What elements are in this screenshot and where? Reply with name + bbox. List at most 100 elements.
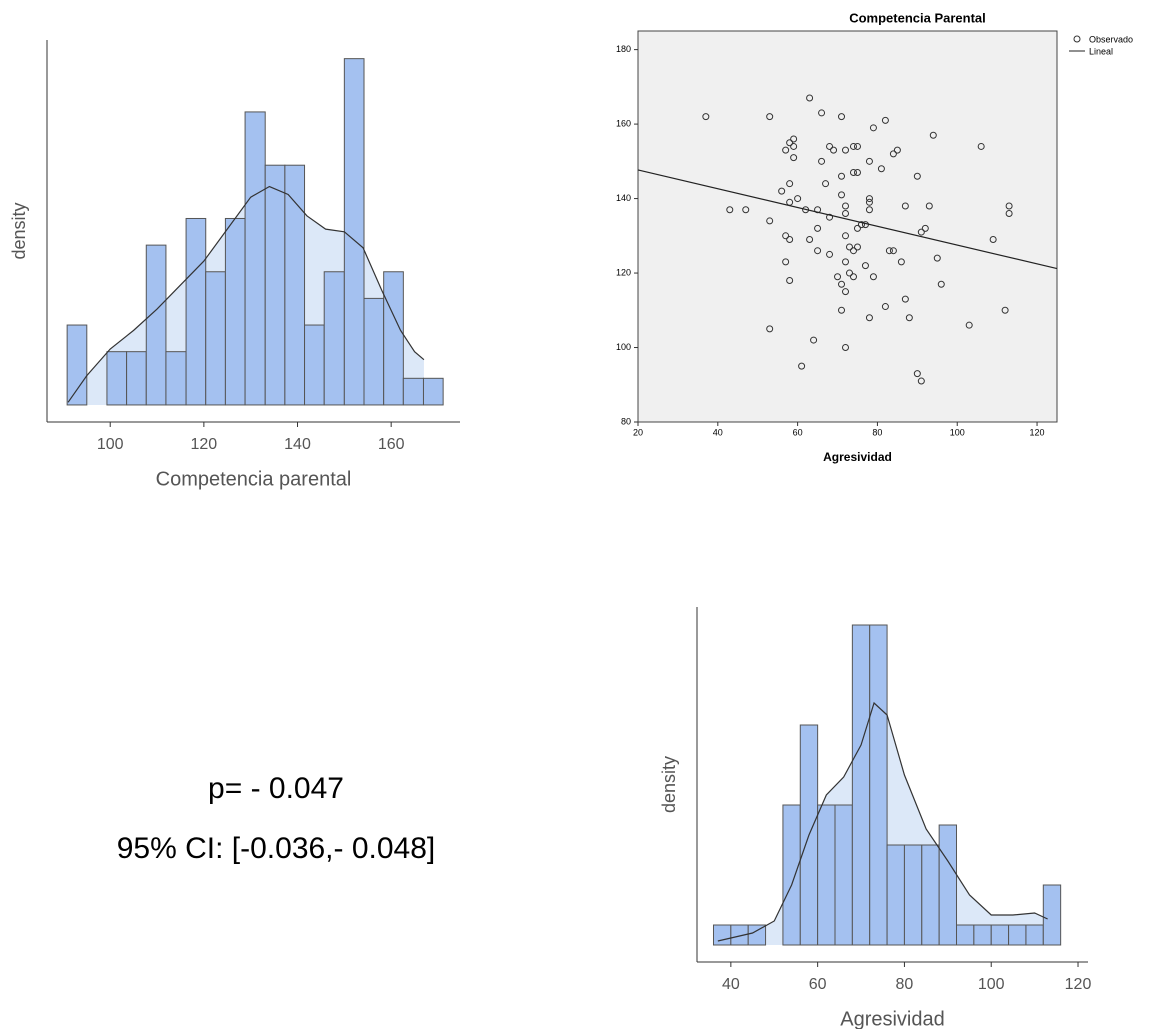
data-point xyxy=(853,243,861,251)
data-point xyxy=(810,336,818,344)
data-point xyxy=(853,169,861,177)
data-point xyxy=(766,325,774,333)
data-point xyxy=(965,321,973,329)
data-point xyxy=(869,273,877,281)
data-point xyxy=(921,224,929,232)
bar xyxy=(956,924,975,946)
data-point xyxy=(889,150,897,158)
data-point xyxy=(786,236,794,244)
data-point xyxy=(838,191,846,199)
y-tick-label: 80 xyxy=(621,416,631,426)
data-point xyxy=(790,142,798,150)
bar xyxy=(264,164,286,406)
data-point xyxy=(806,236,814,244)
x-axis-label: Agresividad xyxy=(840,1008,945,1029)
x-tick-label: 100 xyxy=(950,427,965,437)
bar xyxy=(205,271,226,406)
data-point xyxy=(786,276,794,284)
x-tick-label: 160 xyxy=(378,436,405,453)
data-point xyxy=(838,172,846,180)
bar xyxy=(747,924,767,946)
bar xyxy=(244,111,266,406)
bar xyxy=(402,377,424,406)
data-point xyxy=(845,243,853,251)
data-point xyxy=(901,295,909,303)
x-tick-label: 100 xyxy=(978,976,1005,993)
data-point xyxy=(889,247,897,255)
legend-label: Lineal xyxy=(1089,46,1113,56)
x-axis-label: Agresividad xyxy=(823,450,892,464)
data-point xyxy=(885,247,893,255)
x-tick-label: 60 xyxy=(809,976,827,993)
data-point xyxy=(842,258,850,266)
data-point xyxy=(897,258,905,266)
bar xyxy=(165,351,187,406)
bar xyxy=(422,377,444,406)
data-point xyxy=(830,146,838,154)
bar xyxy=(224,217,246,406)
bar xyxy=(973,924,992,946)
data-point xyxy=(766,217,774,225)
bar xyxy=(323,271,345,406)
confidence-interval: 95% CI: [-0.036,- 0.048] xyxy=(117,832,436,865)
data-point xyxy=(842,209,850,217)
x-tick-label: 100 xyxy=(97,436,124,453)
data-point xyxy=(933,254,941,262)
data-point xyxy=(861,262,869,270)
bar xyxy=(106,351,128,406)
data-point xyxy=(1005,202,1013,210)
y-tick-label: 120 xyxy=(616,267,631,277)
data-point xyxy=(849,169,857,177)
bar xyxy=(990,924,1010,946)
x-tick-label: 40 xyxy=(713,427,723,437)
data-point xyxy=(865,314,873,322)
bar xyxy=(869,624,888,946)
legend-marker xyxy=(1073,35,1081,43)
bar xyxy=(304,324,325,406)
bar xyxy=(817,804,836,946)
bar xyxy=(903,844,923,946)
y-tick-label: 180 xyxy=(616,44,631,54)
bar xyxy=(886,844,905,946)
data-point xyxy=(929,131,937,139)
data-point xyxy=(822,180,830,188)
bar xyxy=(851,624,871,946)
p-value: p= - 0.047 xyxy=(208,772,344,805)
bar xyxy=(1008,924,1027,946)
data-point xyxy=(881,303,889,311)
y-tick-label: 140 xyxy=(616,193,631,203)
data-point xyxy=(869,124,877,132)
bar xyxy=(1025,924,1044,946)
data-point xyxy=(826,142,834,150)
data-point xyxy=(905,314,913,322)
bar xyxy=(383,271,404,406)
data-point xyxy=(790,154,798,162)
data-point xyxy=(865,198,873,206)
x-tick-label: 60 xyxy=(793,427,803,437)
plot-area xyxy=(637,30,1058,423)
fit-line xyxy=(637,169,1058,270)
chart-title: Competencia Parental xyxy=(849,10,986,25)
data-point xyxy=(782,232,790,240)
x-tick-label: 80 xyxy=(872,427,882,437)
bar xyxy=(185,217,207,406)
data-point xyxy=(865,206,873,214)
bar xyxy=(126,351,147,406)
bar xyxy=(834,804,853,946)
data-point xyxy=(925,202,933,210)
x-tick-label: 40 xyxy=(722,976,740,993)
data-point xyxy=(842,146,850,154)
data-point xyxy=(977,142,985,150)
data-point xyxy=(917,377,925,385)
data-point xyxy=(826,213,834,221)
bar xyxy=(712,924,732,946)
data-point xyxy=(766,113,774,121)
data-point xyxy=(790,135,798,143)
data-point xyxy=(794,195,802,203)
data-point xyxy=(842,202,850,210)
data-point xyxy=(834,273,842,281)
x-axis-label: Competencia parental xyxy=(156,468,352,490)
data-point xyxy=(853,142,861,150)
data-point xyxy=(849,273,857,281)
x-tick-label: 120 xyxy=(1065,976,1092,993)
